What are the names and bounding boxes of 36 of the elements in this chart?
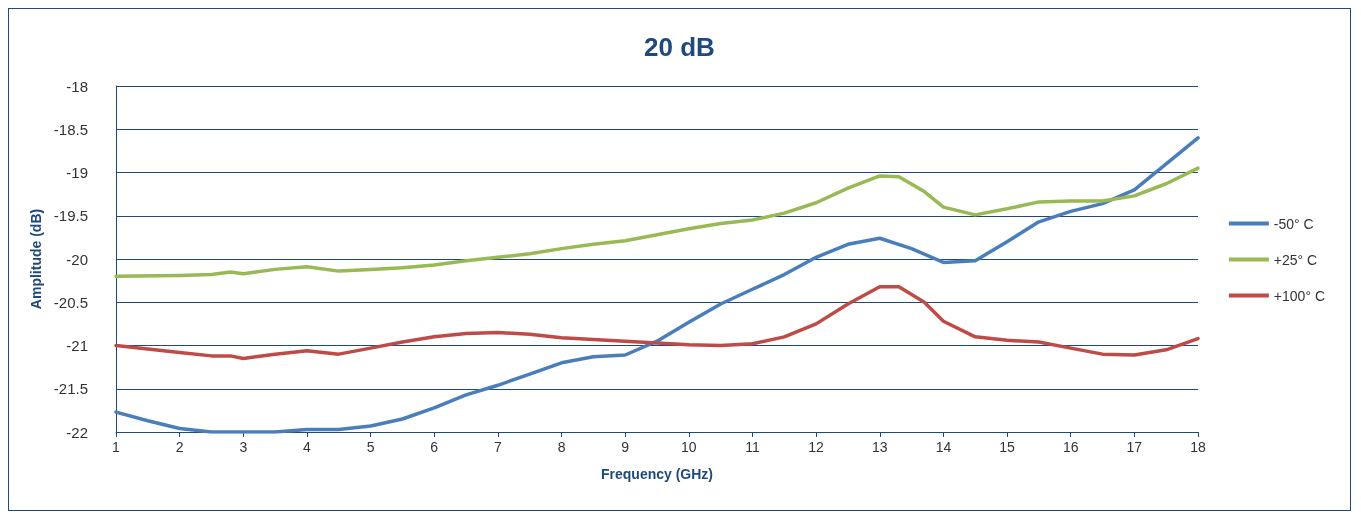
x-tick-label: 14	[935, 439, 952, 455]
x-tick-label: 8	[557, 439, 566, 455]
y-tick-label: -22	[66, 423, 88, 441]
y-tick-label: -18	[66, 77, 88, 95]
x-tick-label: 2	[175, 439, 184, 455]
y-tick-label: -18.5	[53, 120, 88, 138]
y-tick-label: -21	[66, 337, 88, 354]
x-tick-label: 3	[239, 439, 248, 455]
line-series	[114, 136, 1200, 434]
y-tick-label: -21.5	[53, 380, 88, 398]
y-tick-label: -19.5	[53, 207, 88, 225]
x-axis-title: Frequency (GHz)	[600, 466, 714, 482]
y-tick-label: -20	[66, 250, 88, 268]
x-tick-label: 4	[303, 439, 312, 455]
line-series	[114, 166, 1200, 279]
y-tick-label: -20.5	[53, 293, 88, 311]
x-tick-label: 11	[745, 439, 760, 455]
x-tick-label: 5	[366, 439, 375, 455]
line-series	[114, 284, 1200, 361]
x-tick-label: 1	[112, 439, 121, 455]
chart-title: 20 dB	[644, 32, 715, 62]
x-tick-label: 18	[1190, 439, 1206, 455]
legend-label: +25° C	[1273, 251, 1318, 268]
x-tick-label: 16	[1062, 439, 1079, 455]
x-tick-label: 17	[1126, 439, 1143, 455]
x-tick-label: 13	[871, 439, 888, 455]
x-tick-label: 12	[808, 439, 825, 455]
legend-label: -50° C	[1273, 215, 1314, 232]
x-tick-label: 15	[999, 439, 1016, 455]
x-tick-label: 7	[493, 439, 502, 455]
y-axis-title: Amplitude (dB)	[27, 208, 44, 310]
x-tick-label: 9	[621, 439, 630, 455]
legend-label: +100° C	[1273, 287, 1326, 304]
y-tick-label: -19	[66, 164, 88, 181]
x-tick-label: 10	[681, 439, 697, 455]
x-tick-label: 6	[430, 439, 439, 455]
